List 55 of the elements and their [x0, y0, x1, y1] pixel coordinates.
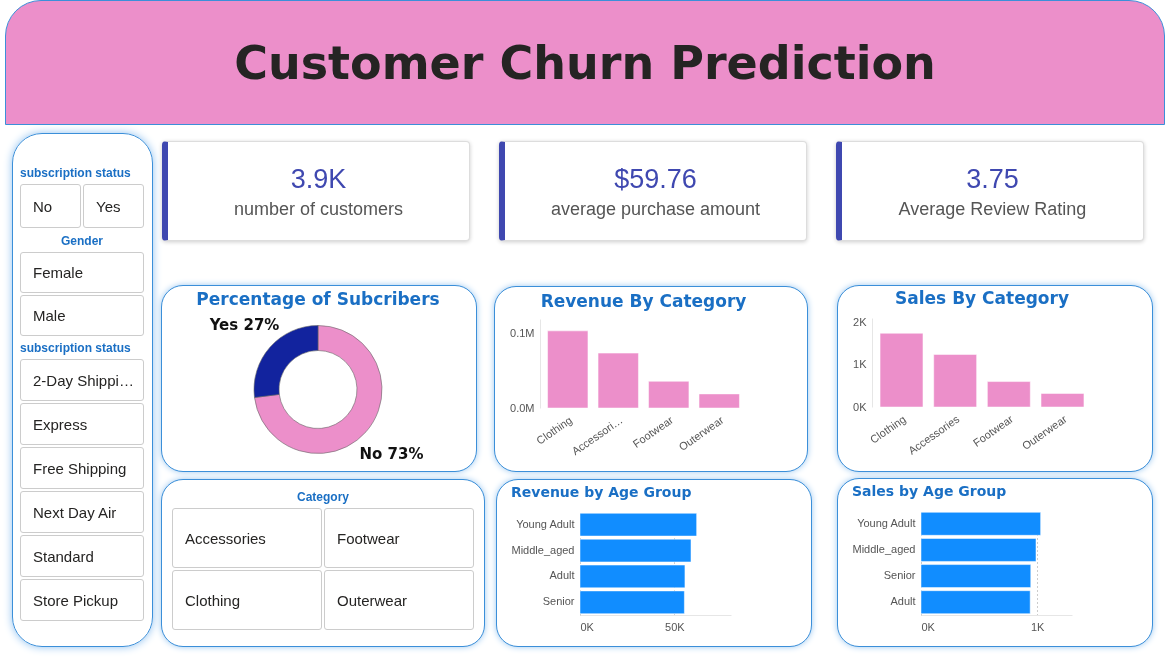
chart-title: Sales by Age Group	[852, 483, 1007, 499]
chart-title: Percentage of Subcribers	[196, 289, 440, 309]
y-tick-label: 0.0M	[510, 401, 535, 414]
y-tick-label: Young Adult	[516, 517, 575, 530]
bar	[1040, 393, 1085, 408]
text: Average Review Rating	[897, 199, 1088, 220]
text: average purchase amount	[549, 199, 762, 220]
chart-title: Sales By Category	[895, 288, 1069, 309]
bar	[879, 333, 924, 408]
bar	[547, 330, 589, 409]
y-tick-label: Senior	[883, 569, 916, 582]
category-label: Store Pickup	[20, 579, 144, 621]
category-label: Yes	[83, 184, 144, 228]
category-label: Next Day Air	[20, 491, 144, 533]
y-tick-label: Adult	[549, 569, 575, 582]
bar	[597, 352, 639, 409]
category-label: Female	[20, 252, 144, 293]
text: Customer Churn Prediction	[234, 35, 936, 90]
y-tick-label: 0.1M	[510, 327, 535, 340]
text: Gender	[60, 234, 104, 248]
x-tick-label: 50K	[665, 620, 686, 633]
y-tick-label: Adult	[890, 595, 916, 608]
category-label: Accessories	[172, 508, 322, 568]
category-label: 2-Day Shippi…	[20, 359, 144, 401]
text: subscription status	[20, 166, 132, 180]
text: number of customers	[232, 199, 405, 220]
x-tick-label: 0K	[580, 620, 595, 633]
bar	[648, 381, 690, 409]
slice-label: No 73%	[359, 445, 424, 464]
text: $59.76	[613, 164, 698, 195]
slice-label: Yes 27%	[208, 315, 280, 334]
category-label: Free Shipping	[20, 447, 144, 489]
x-tick-label: 1K	[1030, 620, 1046, 633]
bar	[933, 354, 977, 408]
y-tick-label: Young Adult	[857, 516, 916, 529]
text: 3.9K	[289, 164, 348, 195]
category-label: Standard	[20, 535, 144, 577]
chart-title: Revenue by Age Group	[511, 484, 692, 500]
category-label: Footwear	[324, 508, 474, 568]
text: 3.75	[965, 164, 1020, 195]
y-tick-label: Middle_aged	[852, 542, 916, 555]
y-tick-label: 1K	[853, 358, 868, 371]
bar	[987, 381, 1031, 408]
chart-title: Revenue By Category	[540, 291, 747, 311]
y-tick-label: 2K	[853, 315, 868, 328]
y-tick-label: Senior	[542, 595, 575, 608]
y-tick-label: 0K	[853, 400, 868, 413]
category-label: Male	[20, 295, 144, 336]
y-tick-label: Middle_aged	[511, 543, 575, 556]
x-tick-label: 0K	[921, 620, 936, 633]
bar	[698, 393, 740, 409]
category-label: No	[20, 184, 81, 228]
text: subscription status	[20, 341, 132, 355]
category-label: Express	[20, 403, 144, 445]
text: Category	[296, 490, 350, 504]
